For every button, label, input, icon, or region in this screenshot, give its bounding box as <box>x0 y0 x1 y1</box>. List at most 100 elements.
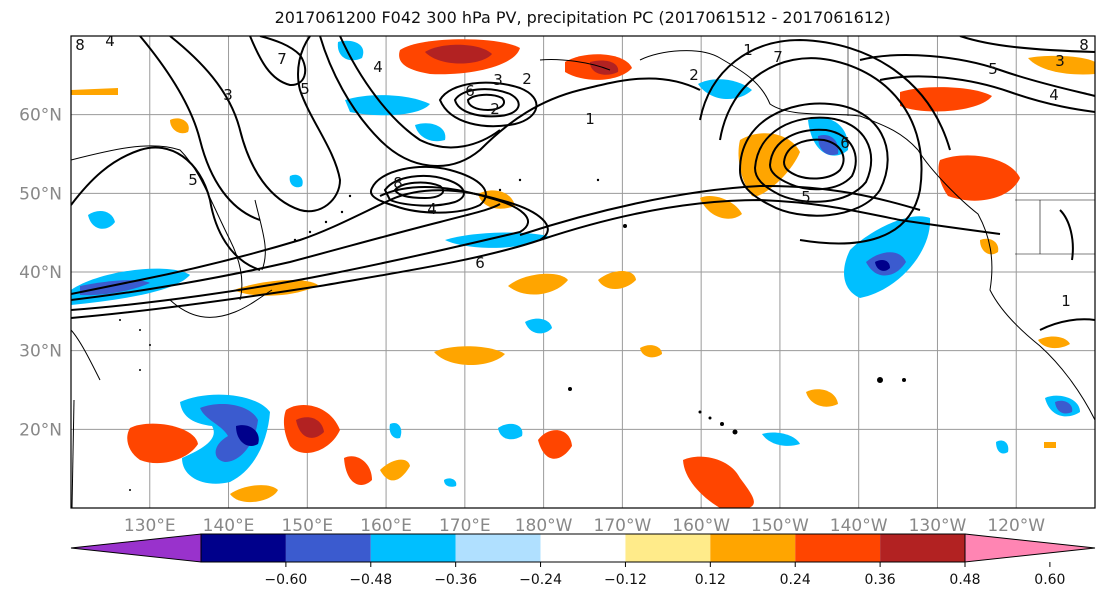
colorbar-tick-label: 0.12 <box>695 572 726 588</box>
pv-contour-label: 8 <box>75 36 85 54</box>
lon-label: 130°E <box>124 516 176 536</box>
pv-contour-label: 6 <box>475 254 485 272</box>
precip-negative-region <box>389 422 402 439</box>
pv-contour-label: 6 <box>465 82 475 100</box>
pv-contour-label: 6 <box>840 134 850 152</box>
lon-label: 130°W <box>909 516 967 536</box>
lon-label: 180°W <box>515 516 573 536</box>
lon-label: 170°E <box>439 516 491 536</box>
pv-contour <box>453 88 520 118</box>
pv-contour-label: 7 <box>277 50 287 68</box>
pv-contour-label: 8 <box>1079 36 1089 54</box>
precip-positive-region <box>683 456 754 508</box>
pv-contour <box>1059 209 1074 261</box>
precip-negative-region <box>88 210 115 229</box>
precip-positive-region <box>598 271 636 289</box>
precip-positive-region <box>508 273 568 295</box>
colorbar-tick-label: −0.12 <box>604 572 647 588</box>
pv-contour-label: 5 <box>801 188 811 206</box>
pv-contour-label: 1 <box>585 110 595 128</box>
precip-negative-region <box>525 318 552 334</box>
precip-positive-region <box>938 155 1020 201</box>
colorbar-segment <box>625 534 711 562</box>
pv-contour <box>959 36 1095 53</box>
pv-contour-label: 4 <box>427 200 437 218</box>
precip-positive-region <box>234 279 318 296</box>
lat-label: 40°N <box>19 263 62 283</box>
colorbar-segment <box>795 534 881 562</box>
lon-label: 170°W <box>594 516 652 536</box>
precip-positive-region <box>434 346 505 365</box>
colorbar-segment <box>540 534 626 562</box>
pv-contour-label: 5 <box>300 80 310 98</box>
colorbar-tick-label: −0.60 <box>264 572 307 588</box>
borders <box>847 36 1095 255</box>
pv-contour <box>738 102 889 217</box>
precip-positive-region <box>640 345 662 358</box>
pv-contour <box>859 54 1095 97</box>
precip-positive-region <box>170 118 189 134</box>
pv-contour <box>71 186 529 311</box>
pv-contour <box>169 36 342 213</box>
precip-positive-region <box>1038 336 1070 349</box>
colorbar-extend-min <box>70 533 202 563</box>
japan-coast <box>169 289 273 318</box>
pv-contour <box>699 38 951 151</box>
pv-contour-label: 3 <box>223 86 233 104</box>
lat-label: 20°N <box>19 420 62 440</box>
lat-label: 30°N <box>19 342 62 362</box>
pv-contour <box>71 146 261 271</box>
colorbar-tick-label: −0.36 <box>434 572 477 588</box>
precip-negative-core <box>236 425 259 446</box>
pv-contour <box>768 128 857 191</box>
lon-label: 160°E <box>360 516 412 536</box>
asia-coast <box>71 145 243 301</box>
lon-label: 120°W <box>987 516 1045 536</box>
pv-contour <box>139 36 261 221</box>
pv-contour-label: 2 <box>689 66 699 84</box>
pv-contour-label: 3 <box>1055 52 1065 70</box>
precip-negative-region <box>498 423 523 440</box>
precip-negative-core <box>80 280 150 296</box>
precip-positive-core <box>296 417 324 438</box>
pv-contour <box>466 93 506 112</box>
precip-positive-region <box>1044 442 1056 448</box>
pv-contour-label: 4 <box>105 32 115 50</box>
colorbar-tick-label: −0.48 <box>349 572 392 588</box>
precip-positive-region <box>71 88 118 95</box>
china-coast <box>71 329 101 381</box>
figure-title: 2017061200 F042 300 hPa PV, precipitatio… <box>274 8 891 27</box>
precip-positive-region <box>806 389 838 407</box>
pv-contour <box>249 36 307 87</box>
pv-contour <box>71 203 501 301</box>
colorbar-segment <box>880 534 965 562</box>
precip-positive-region <box>344 456 372 485</box>
pv-contour-label: 4 <box>1049 86 1059 104</box>
na-coast <box>639 50 1095 421</box>
pv-contour-label: 1 <box>743 41 753 59</box>
precip-negative-region <box>345 95 430 116</box>
pv-contour-label: 5 <box>988 60 998 78</box>
colorbar-segment <box>455 534 541 562</box>
pv-contour <box>339 36 501 149</box>
colorbar-tick-label: 0.60 <box>1034 572 1065 588</box>
lat-label: 60°N <box>19 106 62 126</box>
pv-contour-label: 3 <box>493 71 503 89</box>
precip-negative-core <box>875 260 890 271</box>
precip-positive-core <box>425 44 492 64</box>
precip-positive-region <box>1028 55 1095 75</box>
longitude-labels: 130°E 140°E 150°E 160°E 170°E 180°W 170°W 160°W… <box>124 516 1045 536</box>
colorbar-tick-label: −0.24 <box>519 572 562 588</box>
pv-contour <box>539 198 1001 241</box>
pv-contours <box>71 36 1095 331</box>
precip-negative-region <box>289 174 303 188</box>
precip-positive-region <box>230 485 278 503</box>
colorbar-segment <box>370 534 456 562</box>
lon-label: 150°W <box>751 516 809 536</box>
pv-contour-label: 8 <box>393 174 403 192</box>
pv-contour <box>782 138 845 180</box>
precip-negative-core <box>200 404 258 462</box>
colorbar-tick-label: 0.24 <box>780 572 811 588</box>
